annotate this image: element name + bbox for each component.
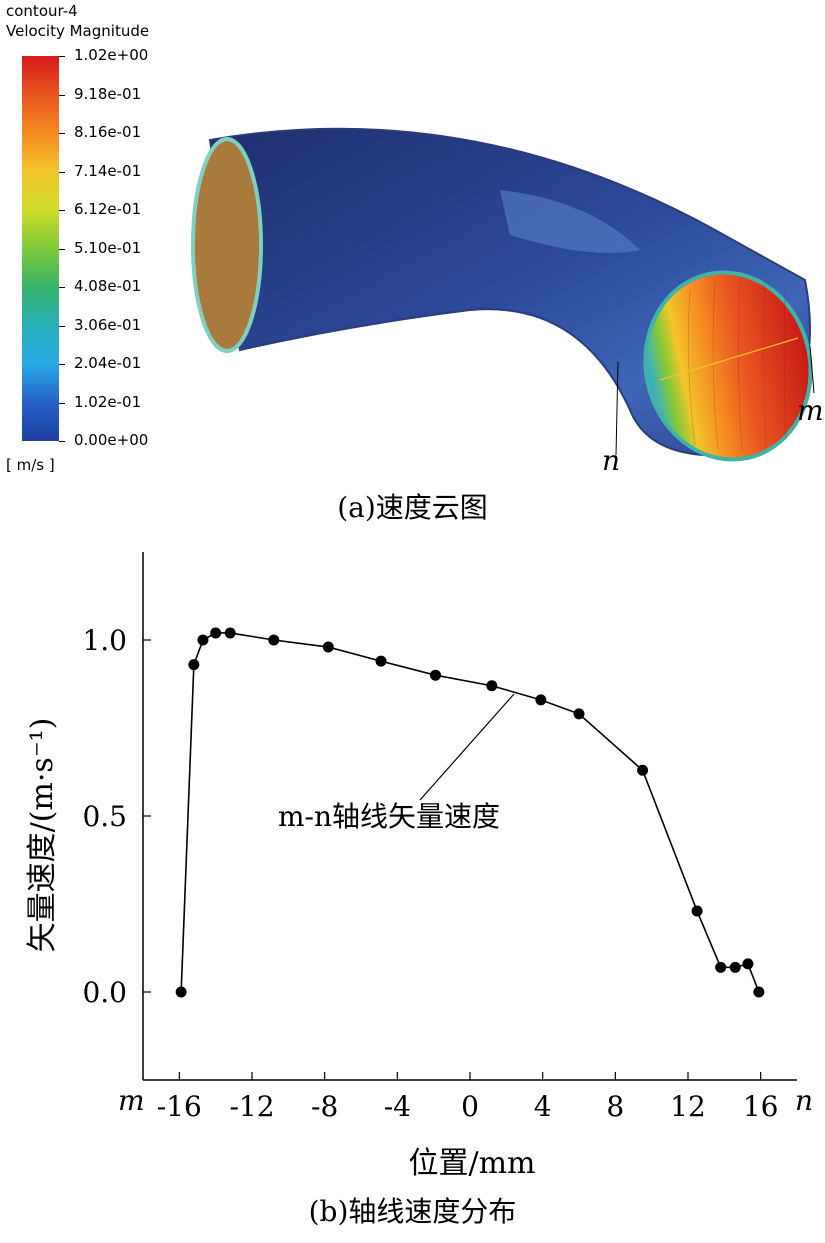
x-tick-label: 4 [534,1090,552,1123]
colorbar-tick-mark [59,364,65,365]
x-tick-label: -16 [157,1090,202,1123]
colorbar-quantity: Velocity Magnitude [6,22,150,40]
outlet-axis-line [659,337,799,381]
colorbar-tick-label: 1.02e+00 [74,46,149,64]
y-tick-label: 1.0 [82,624,127,657]
colorbar-tick-label: 2.04e-01 [74,354,142,372]
data-point [691,905,703,917]
pipe-velocity-contour: n m [191,127,824,477]
data-point [210,627,222,639]
x-end-label-m: m [118,1084,145,1117]
point-label-m: m [797,394,824,427]
data-point [268,634,280,646]
data-point [573,708,585,720]
colorbar-tick-label: 6.12e-01 [74,200,142,218]
x-tick-label: 0 [461,1090,479,1123]
colorbar-tick-mark [59,94,65,96]
n-leader [615,361,619,456]
inlet-face [191,137,263,353]
colorbar-tick-label: 3.06e-01 [74,315,142,334]
annotation-leader [419,693,515,801]
colorbar-gradient [22,56,59,441]
data-point [375,655,387,667]
x-tick-label: 16 [743,1090,779,1123]
x-tick-label: -8 [311,1090,338,1123]
y-tick-label: 0.5 [82,800,127,833]
data-point [535,694,547,706]
colorbar-tick-label: 5.10e-01 [74,238,142,257]
y-axis-label: 矢量速度/(m·s⁻¹) [25,718,60,953]
colorbar-tick-mark [59,325,65,327]
colorbar-tick-mark [59,133,65,134]
pipe-highlight [500,190,640,253]
x-tick-label: 8 [606,1090,624,1123]
axial-velocity-chart: -16 -12 -8 -4 0 4 8 12 16 0.0 0.5 1.0 m-n轴线矢量速度 m n… [25,552,813,1181]
outlet-face [643,270,813,462]
data-point [715,961,727,973]
caption-a: (a)速度云图 [337,491,488,524]
colorbar-tick-mark [59,441,65,442]
colorbar-tick-mark [59,171,65,173]
data-point [188,659,200,671]
outlet-contour-lines [688,277,787,453]
colorbar-tick-mark [59,402,65,404]
data-point [197,634,209,646]
chart-markers [175,627,765,998]
data-point [322,641,334,653]
data-point [742,958,754,970]
data-point [753,986,765,998]
x-tick-label: 12 [670,1090,706,1123]
colorbar-tick-label: 7.14e-01 [74,161,142,180]
y-tick-label: 0.0 [82,976,127,1009]
data-point [637,764,649,776]
data-point [729,961,741,973]
colorbar-tick-label: 0.00e+00 [74,431,149,449]
colorbar-unit: [ m/s ] [6,456,55,474]
point-label-n: n [602,444,620,477]
colorbar-tick-mark [59,287,65,288]
x-end-label-n: n [795,1084,813,1117]
caption-b: (b)轴线速度分布 [308,1195,517,1228]
colorbar-tick-mark [59,56,65,57]
data-point [429,669,441,681]
x-axis-label: 位置/mm [408,1146,535,1181]
colorbar-tick-label: 4.08e-01 [74,277,142,295]
x-tick-label: -4 [384,1090,411,1123]
m-leader [809,345,815,394]
data-point [175,986,187,998]
chart-ticks: -16 -12 -8 -4 0 4 8 12 16 0.0 0.5 1.0 [82,624,778,1123]
data-point [224,627,236,639]
colorbar-name: contour-4 [6,2,78,20]
colorbar-tick-label: 1.02e-01 [74,392,142,411]
colorbar-tick-label: 8.16e-01 [74,123,142,141]
colorbar-tick-label: 9.18e-01 [74,84,142,103]
colorbar-tick-mark [59,248,65,250]
colorbar-tick-mark [59,210,65,211]
annotation-label: m-n轴线矢量速度 [278,800,500,833]
data-point [486,680,498,692]
x-tick-label: -12 [229,1090,274,1123]
